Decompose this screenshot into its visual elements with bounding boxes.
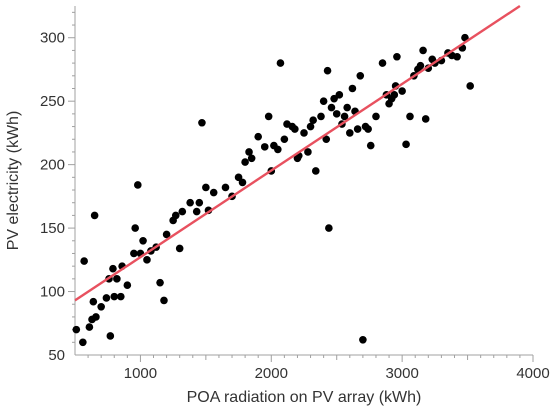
data-point	[260, 143, 269, 151]
data-point	[421, 115, 430, 123]
data-point	[238, 178, 247, 187]
data-point	[332, 110, 341, 118]
data-point	[221, 183, 230, 192]
data-point	[160, 296, 168, 305]
x-tick-label: 1000	[124, 365, 157, 382]
data-point	[79, 338, 87, 347]
data-point	[378, 59, 387, 67]
data-point	[186, 198, 194, 207]
y-tick-label: 50	[48, 347, 65, 364]
data-point	[130, 249, 138, 258]
data-point	[291, 125, 299, 133]
data-point	[319, 97, 328, 105]
data-point	[323, 66, 332, 75]
data-point	[330, 94, 338, 103]
data-point	[106, 332, 115, 340]
data-point	[311, 167, 320, 175]
fit-line-group	[74, 4, 521, 302]
data-point	[466, 82, 474, 90]
data-point	[359, 335, 367, 344]
data-point	[178, 207, 187, 216]
data-point	[202, 183, 210, 192]
y-axis-title: PV electricity (kWh)	[5, 111, 22, 251]
data-point	[327, 103, 336, 112]
data-point	[241, 158, 249, 166]
data-point	[402, 140, 410, 149]
data-point	[134, 181, 142, 189]
data-point	[346, 129, 354, 137]
data-point	[209, 188, 218, 197]
data-point	[171, 211, 180, 220]
data-point	[92, 313, 100, 321]
data-point	[340, 112, 349, 121]
data-point	[393, 52, 401, 61]
data-point	[453, 52, 461, 61]
data-point	[80, 257, 88, 265]
data-point	[123, 281, 132, 290]
data-point	[372, 112, 380, 121]
axes	[74, 6, 533, 356]
data-point	[97, 302, 105, 311]
data-point	[85, 323, 94, 331]
y-tick-label: 250	[40, 93, 65, 110]
data-point	[156, 278, 164, 287]
data-point	[356, 72, 365, 80]
data-point	[317, 112, 325, 121]
data-point	[192, 207, 201, 216]
data-point	[398, 87, 406, 95]
data-point	[72, 325, 81, 334]
data-point	[110, 292, 119, 301]
data-point	[322, 135, 331, 144]
x-axis-title: POA radiation on PV array (kWh)	[187, 389, 422, 406]
data-point	[280, 135, 289, 144]
data-point	[264, 112, 273, 121]
data-point	[117, 292, 125, 301]
data-point	[254, 132, 262, 141]
data-point	[195, 198, 204, 207]
ticks: 1000 2000 3000 4000 50 100 150 200 250 300	[40, 11, 550, 382]
x-tick-label: 4000	[516, 365, 549, 382]
data-point	[175, 244, 184, 253]
data-point	[304, 148, 312, 156]
data-point	[419, 46, 427, 55]
data-point	[406, 112, 414, 121]
data-point	[102, 294, 111, 302]
data-point	[113, 275, 121, 283]
data-points	[72, 33, 474, 347]
y-tick-label: 200	[40, 157, 65, 174]
data-point	[139, 236, 147, 245]
data-point	[198, 118, 206, 127]
y-tick-label: 150	[40, 220, 65, 237]
data-point	[364, 125, 372, 133]
data-point	[416, 61, 425, 70]
data-point	[162, 230, 171, 239]
data-point	[306, 122, 315, 131]
y-tick-label: 300	[40, 30, 65, 47]
data-point	[390, 91, 399, 99]
data-point	[348, 84, 357, 93]
x-tick-label: 3000	[385, 365, 418, 382]
data-point	[143, 256, 151, 264]
data-point	[274, 145, 282, 154]
data-point	[131, 224, 139, 232]
data-point	[461, 33, 469, 42]
data-point	[335, 91, 344, 99]
data-point	[309, 116, 317, 125]
data-point	[245, 148, 253, 156]
y-tick-label: 100	[40, 284, 65, 301]
data-point	[89, 297, 98, 306]
data-point	[353, 125, 362, 133]
data-point	[276, 59, 285, 67]
data-point	[366, 141, 375, 150]
data-point	[109, 264, 117, 273]
data-point	[325, 224, 333, 232]
x-tick-label: 2000	[255, 365, 288, 382]
data-point	[90, 211, 99, 220]
data-point	[300, 129, 308, 137]
data-point	[343, 103, 351, 112]
fit-line	[74, 4, 521, 302]
data-point	[247, 154, 256, 163]
